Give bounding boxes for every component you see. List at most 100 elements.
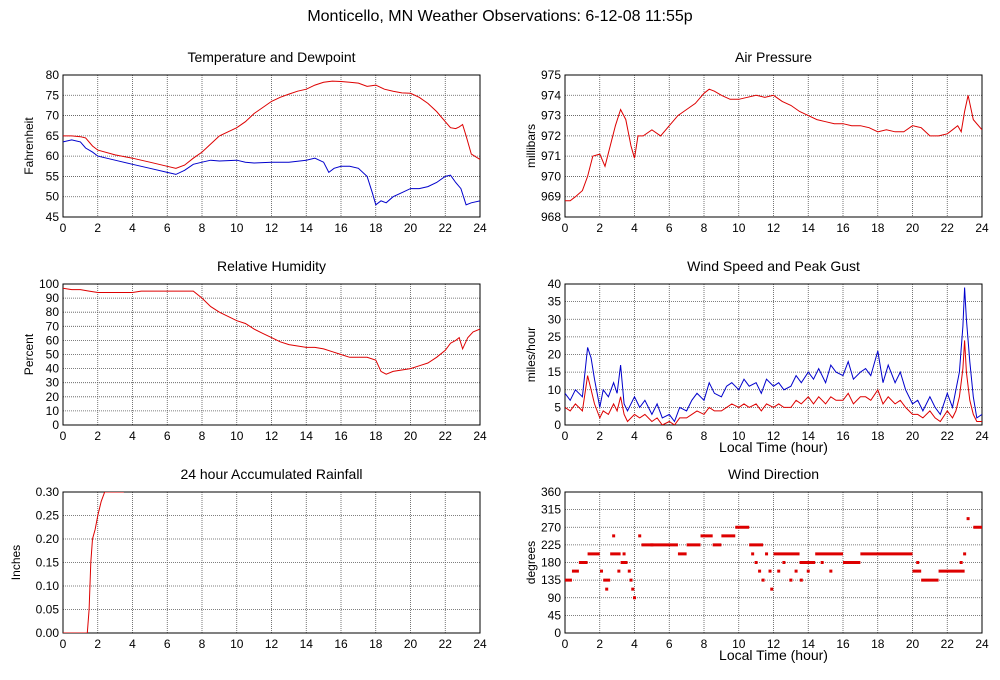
direction-point: [612, 534, 616, 538]
x-tick-label: 2: [596, 637, 603, 651]
x-tick-label: 24: [975, 429, 989, 443]
direction-point: [789, 578, 793, 582]
direction-point: [751, 552, 755, 556]
x-tick-label: 20: [906, 637, 920, 651]
y-tick-label: 0.20: [36, 532, 60, 546]
y-tick-label: 60: [46, 333, 60, 347]
x-tick-label: 2: [94, 637, 101, 651]
direction-point: [754, 561, 758, 564]
x-tick-label: 22: [439, 637, 453, 651]
y-tick-label: 0.10: [36, 579, 60, 593]
y-tick-label: 0: [554, 418, 561, 432]
series-line-0: [63, 80, 480, 169]
direction-point: [765, 552, 769, 556]
x-tick-label: 6: [164, 429, 171, 443]
direction-point: [758, 569, 762, 573]
x-tick-label: 4: [631, 637, 638, 651]
x-tick-label: 10: [732, 221, 746, 235]
y-tick-label: 50: [46, 190, 60, 204]
y-tick-label: 90: [46, 291, 60, 305]
x-tick-label: 20: [404, 637, 418, 651]
direction-point: [629, 578, 633, 582]
chart-title: Wind Speed and Peak Gust: [687, 258, 860, 274]
x-tick-label: 8: [199, 429, 206, 443]
x-tick-label: 8: [701, 637, 708, 651]
x-tick-label: 0: [562, 429, 569, 443]
y-tick-label: 969: [541, 190, 561, 204]
x-tick-label: 2: [596, 221, 603, 235]
chart-title: 24 hour Accumulated Rainfall: [180, 466, 362, 482]
y-tick-label: 10: [46, 404, 60, 418]
y-tick-label: 45: [46, 210, 60, 224]
direction-point: [761, 578, 765, 582]
x-tick-label: 14: [802, 429, 816, 443]
y-tick-label: 968: [541, 210, 561, 224]
direction-point: [650, 543, 654, 547]
y-tick-label: 0.25: [36, 509, 60, 523]
x-tick-label: 6: [666, 429, 673, 443]
series-line-1: [565, 340, 982, 425]
x-tick-label: 22: [439, 429, 453, 443]
y-tick-label: 90: [548, 591, 562, 605]
plot-frame: [564, 74, 983, 218]
x-tick-label: 18: [871, 221, 885, 235]
direction-point: [768, 569, 772, 573]
y-tick-label: 75: [46, 88, 60, 102]
x-tick-label: 16: [334, 637, 348, 651]
x-tick-label: 6: [164, 637, 171, 651]
y-axis-label: Fahrenheit: [22, 117, 36, 175]
x-tick-label: 12: [265, 637, 279, 651]
chart-title: Wind Direction: [728, 466, 819, 482]
x-tick-label: 6: [164, 221, 171, 235]
direction-point: [963, 552, 967, 556]
y-tick-label: 50: [46, 348, 60, 362]
direction-point: [829, 569, 833, 573]
chart-title: Temperature and Dewpoint: [187, 49, 355, 65]
x-tick-label: 8: [701, 429, 708, 443]
plot-frame: [62, 491, 481, 634]
y-tick-label: 20: [548, 348, 562, 362]
y-tick-label: 974: [541, 88, 561, 102]
y-tick-label: 0.30: [36, 485, 60, 499]
x-tick-label: 4: [129, 221, 136, 235]
x-tick-label: 0: [60, 637, 67, 651]
x-tick-label: 4: [631, 221, 638, 235]
x-tick-label: 16: [836, 429, 850, 443]
x-tick-label: 2: [94, 429, 101, 443]
x-tick-label: 22: [941, 429, 955, 443]
y-tick-label: 270: [541, 520, 561, 534]
x-tick-label: 4: [631, 429, 638, 443]
direction-point: [599, 569, 603, 573]
plot-frame: [564, 491, 983, 634]
y-tick-label: 315: [541, 503, 561, 517]
chart-title: Air Pressure: [735, 49, 812, 65]
y-tick-label: 100: [39, 277, 59, 291]
y-tick-label: 35: [548, 295, 562, 309]
x-tick-label: 0: [562, 637, 569, 651]
y-tick-label: 970: [541, 169, 561, 183]
x-tick-label: 10: [732, 637, 746, 651]
series-line-0: [565, 88, 982, 202]
y-tick-label: 70: [46, 319, 60, 333]
y-tick-label: 55: [46, 169, 60, 183]
direction-point: [605, 587, 609, 591]
y-tick-label: 80: [46, 68, 60, 82]
x-tick-label: 10: [230, 637, 244, 651]
y-tick-label: 60: [46, 149, 60, 163]
direction-point: [782, 561, 786, 564]
direction-point: [622, 552, 626, 556]
x-tick-label: 16: [334, 221, 348, 235]
page-title: Monticello, MN Weather Observations: 6-1…: [307, 8, 693, 25]
direction-point: [633, 596, 636, 600]
x-tick-label: 22: [941, 637, 955, 651]
x-tick-label: 24: [473, 637, 487, 651]
y-tick-label: 45: [548, 608, 562, 622]
x-tick-label: 12: [265, 429, 279, 443]
x-tick-label: 10: [230, 221, 244, 235]
direction-point: [850, 561, 854, 564]
